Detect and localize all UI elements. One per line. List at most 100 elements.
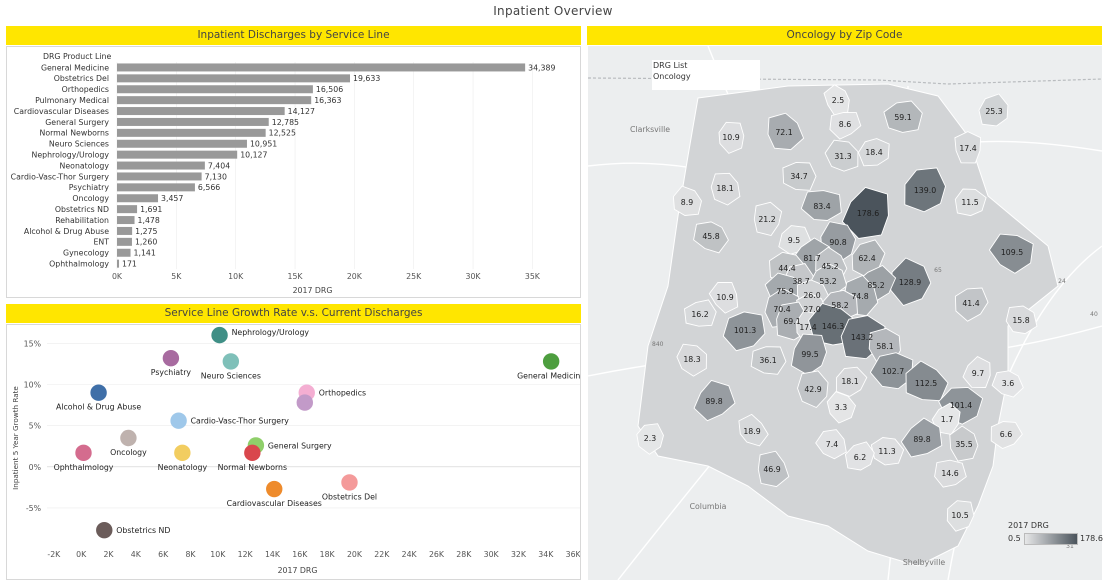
bar[interactable] [117, 63, 526, 72]
scatter-y-tick-label: -5% [26, 504, 41, 513]
zip-region[interactable] [870, 437, 905, 466]
zip-region[interactable] [954, 131, 982, 164]
bar[interactable] [117, 226, 133, 235]
zip-region[interactable] [835, 366, 868, 397]
bar[interactable] [117, 161, 205, 170]
zip-region[interactable] [757, 450, 790, 488]
bar[interactable] [117, 150, 238, 159]
bar[interactable] [117, 194, 159, 203]
zip-region[interactable] [782, 161, 817, 191]
drg-list-value[interactable]: Oncology [653, 72, 691, 81]
bar[interactable] [117, 74, 351, 83]
scatter-point[interactable] [90, 384, 107, 401]
zip-region-value: 18.3 [683, 355, 700, 364]
zip-region[interactable] [962, 356, 991, 388]
zip-region[interactable] [672, 185, 702, 216]
bar-x-tick-label: 15K [288, 272, 304, 281]
zip-region[interactable] [684, 299, 717, 327]
scatter-point[interactable] [211, 326, 228, 344]
zip-region[interactable] [750, 346, 787, 375]
zip-region[interactable] [693, 379, 736, 422]
scatter-point[interactable] [96, 521, 113, 539]
zip-region[interactable] [869, 352, 914, 390]
zip-region[interactable] [990, 421, 1023, 450]
scatter-point[interactable] [75, 444, 92, 462]
scatter-point[interactable] [120, 429, 137, 447]
scatter-point-label: Obstetrics Del [322, 492, 377, 501]
scatter-point[interactable] [222, 353, 240, 370]
zip-region[interactable] [710, 172, 741, 206]
scatter-x-tick-label: 36K [566, 550, 580, 559]
zip-region-value: 7.4 [826, 440, 838, 449]
bar[interactable] [117, 172, 202, 181]
zip-region[interactable] [815, 429, 847, 460]
zip-region[interactable] [904, 167, 946, 213]
zip-region[interactable] [954, 287, 989, 322]
scatter-x-tick-label: 8K [185, 550, 196, 559]
zip-region[interactable] [900, 417, 943, 458]
zip-region[interactable] [824, 139, 859, 172]
zip-region-value: 3.6 [1002, 379, 1014, 388]
scatter-point[interactable] [341, 474, 358, 491]
bar[interactable] [117, 205, 138, 214]
zip-region[interactable] [797, 370, 829, 409]
zip-region[interactable] [949, 425, 979, 462]
zip-region[interactable] [826, 391, 857, 424]
scatter-point[interactable] [542, 353, 560, 370]
zip-region[interactable] [1005, 305, 1038, 335]
zip-region-value: 3.3 [835, 403, 847, 412]
scatter-point[interactable] [162, 349, 180, 367]
bar[interactable] [117, 85, 313, 94]
scatter-point[interactable] [170, 412, 187, 429]
zip-region[interactable] [722, 311, 766, 352]
zip-region[interactable] [934, 459, 967, 488]
drg-list-filter[interactable]: DRG List Oncology [652, 60, 760, 90]
zip-region[interactable] [841, 186, 889, 239]
zip-region[interactable] [738, 413, 769, 447]
bar-category-label: Psychiatry [69, 183, 110, 192]
bar[interactable] [117, 139, 247, 148]
scatter-point[interactable] [244, 444, 261, 462]
scatter-x-tick-label: 2K [103, 550, 114, 559]
zip-region[interactable] [636, 423, 664, 455]
zip-region[interactable] [988, 233, 1034, 274]
zip-region-value: 26.0 [803, 291, 820, 300]
scatter-point-label: Cardiovascular Diseases [227, 499, 322, 508]
bar[interactable] [117, 248, 131, 257]
scatter-point[interactable] [296, 394, 313, 411]
scatter-point[interactable] [174, 444, 191, 462]
bar[interactable] [117, 107, 285, 116]
zip-region[interactable] [829, 111, 862, 140]
bar[interactable] [117, 128, 266, 137]
bar[interactable] [117, 117, 269, 126]
zip-region[interactable] [800, 190, 842, 221]
zip-region[interactable] [954, 188, 987, 217]
bar[interactable] [117, 216, 135, 225]
zip-region[interactable] [905, 360, 949, 402]
zip-region[interactable] [708, 282, 739, 314]
zip-region[interactable] [883, 100, 923, 133]
bar[interactable] [117, 237, 132, 246]
bar-category-label: General Surgery [45, 118, 109, 127]
zip-region[interactable] [753, 201, 783, 237]
zip-region[interactable] [946, 500, 975, 532]
bar-x-tick-label: 35K [525, 272, 541, 281]
zip-region[interactable] [991, 370, 1024, 398]
color-legend-bar [1024, 533, 1078, 545]
zip-region[interactable] [857, 138, 890, 167]
zip-region[interactable] [676, 343, 707, 377]
bar[interactable] [117, 183, 195, 192]
zip-region-value: 18.1 [716, 184, 733, 193]
zip-region-value: 6.6 [1000, 430, 1012, 439]
zip-region[interactable] [844, 441, 875, 471]
scatter-point[interactable] [266, 480, 283, 498]
zip-region-value: 17.4 [959, 144, 976, 153]
bar[interactable] [117, 96, 312, 105]
zip-region[interactable] [718, 121, 745, 154]
zip-region-value: 109.5 [1001, 248, 1023, 257]
zip-region[interactable] [978, 93, 1009, 127]
zip-code-map[interactable]: 2.5 59.1 25.3 72.1 8.6 10.9 31.3 18.4 17.4 34.7 13… [588, 46, 1102, 580]
zip-region[interactable] [693, 221, 729, 254]
zip-region[interactable] [767, 112, 805, 151]
bar[interactable] [117, 259, 120, 268]
